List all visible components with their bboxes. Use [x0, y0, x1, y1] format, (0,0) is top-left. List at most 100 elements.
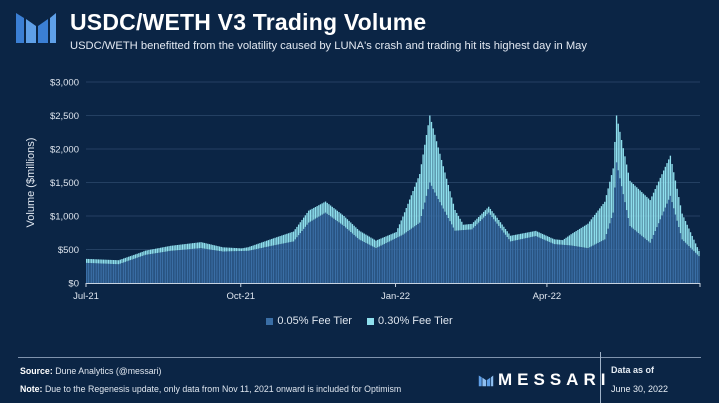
bar-tier-030 — [348, 220, 350, 231]
bar-tier-005 — [250, 250, 253, 283]
bar-tier-030 — [333, 208, 335, 219]
bar-tier-030 — [461, 221, 463, 231]
bar-tier-030 — [573, 232, 576, 247]
bar-tier-030 — [536, 231, 539, 237]
bar-tier-005 — [403, 233, 406, 283]
bar-tier-005 — [415, 225, 418, 283]
bar-tier-005 — [647, 241, 650, 283]
bar-tier-030 — [565, 237, 567, 246]
bar-tier-030 — [250, 246, 253, 251]
bar-tier-005 — [639, 234, 641, 283]
bar-tier-005 — [294, 239, 296, 283]
bar-tier-005 — [175, 250, 177, 283]
bar-tier-030 — [203, 242, 206, 249]
bar-tier-030 — [496, 217, 498, 224]
bar-tier-030 — [297, 224, 300, 236]
bar-tier-005 — [526, 237, 529, 283]
bar-tier-030 — [688, 228, 690, 247]
bar-tier-005 — [351, 233, 354, 283]
bar-tier-005 — [518, 239, 520, 283]
bar-tier-030 — [498, 219, 500, 226]
bar-tier-030 — [435, 141, 438, 196]
bar-tier-030 — [506, 231, 508, 238]
bar-tier-005 — [146, 254, 148, 283]
bar-tier-030 — [588, 221, 591, 248]
bar-tier-005 — [112, 264, 115, 283]
bar-tier-030 — [533, 231, 535, 237]
bar-tier-005 — [578, 246, 581, 283]
bar-tier-030 — [449, 191, 451, 222]
y-axis-ticks: $0 $500 $1,000 $1,500 $2,000 $2,500 $3,000 — [50, 78, 79, 290]
bar-tier-005 — [239, 251, 241, 283]
bar-tier-005 — [336, 221, 338, 283]
bar-tier-030 — [294, 229, 296, 240]
bar-tier-030 — [602, 203, 604, 241]
bar-tier-005 — [153, 253, 155, 283]
bar-tier-005 — [242, 250, 244, 283]
bar-tier-005 — [126, 261, 128, 283]
bar-tier-030 — [457, 215, 460, 231]
bar-tier-030 — [469, 224, 471, 230]
bar-tier-030 — [550, 237, 552, 243]
bar-tier-030 — [200, 242, 202, 249]
bar-tier-005 — [311, 220, 313, 283]
bar-tier-005 — [583, 247, 586, 283]
bar-tier-005 — [568, 245, 571, 283]
bar-tier-030 — [693, 239, 695, 252]
bar-tier-005 — [193, 248, 195, 283]
bar-tier-005 — [673, 208, 675, 283]
bar-tier-005 — [543, 239, 545, 283]
bar-tier-030 — [424, 144, 426, 203]
bar-tier-030 — [370, 237, 372, 246]
bar-tier-005 — [693, 251, 695, 283]
bar-tier-030 — [631, 182, 633, 228]
bars — [86, 115, 700, 283]
brand-wordmark: MESSARI — [498, 370, 611, 389]
bar-tier-005 — [662, 211, 665, 283]
bar-tier-005 — [541, 239, 544, 283]
bar-tier-005 — [287, 242, 290, 283]
bar-tier-005 — [257, 248, 259, 283]
bar-tier-030 — [535, 230, 537, 237]
bar-tier-030 — [557, 239, 559, 245]
bar-tier-030 — [86, 258, 88, 263]
bar-tier-030 — [202, 242, 204, 249]
bar-tier-005 — [400, 235, 402, 283]
bar-tier-005 — [405, 232, 407, 283]
bar-tier-030 — [96, 259, 98, 264]
bar-tier-030 — [186, 243, 189, 250]
bar-tier-030 — [432, 128, 434, 190]
bar-tier-005 — [181, 249, 184, 283]
source-line: Source: Dune Analytics (@messari) — [20, 366, 161, 376]
bar-tier-030 — [346, 219, 349, 230]
bar-tier-005 — [156, 252, 158, 283]
bar-tier-005 — [666, 203, 668, 283]
bar-tier-005 — [380, 245, 382, 283]
bar-tier-030 — [437, 147, 439, 200]
bar-tier-005 — [531, 236, 534, 283]
bar-tier-005 — [656, 227, 658, 283]
bar-tier-005 — [255, 249, 258, 283]
x-tick-label: Apr-22 — [533, 291, 562, 302]
bar-tier-030 — [116, 260, 118, 265]
bar-tier-030 — [234, 247, 236, 252]
bar-tier-030 — [197, 242, 199, 249]
bar-tier-030 — [111, 259, 113, 264]
bar-tier-030 — [520, 233, 522, 240]
note-text: Due to the Regenesis update, only data f… — [44, 384, 402, 394]
bar-tier-030 — [472, 222, 475, 228]
bar-tier-030 — [382, 237, 384, 245]
bar-tier-030 — [546, 236, 549, 242]
bar-tier-005 — [395, 238, 397, 283]
bar-tier-005 — [323, 213, 325, 283]
bar-tier-030 — [479, 215, 481, 222]
trading-volume-chart: $0 $500 $1,000 $1,500 $2,000 $2,500 $3,000 Jul… — [25, 78, 701, 302]
bar-tier-030 — [173, 245, 175, 251]
bar-tier-005 — [440, 205, 443, 283]
bar-tier-005 — [107, 263, 110, 283]
bar-tier-005 — [375, 248, 377, 283]
bar-tier-030 — [324, 201, 327, 213]
bar-tier-030 — [289, 232, 291, 243]
bar-tier-005 — [148, 254, 150, 283]
bar-tier-030 — [439, 153, 441, 203]
